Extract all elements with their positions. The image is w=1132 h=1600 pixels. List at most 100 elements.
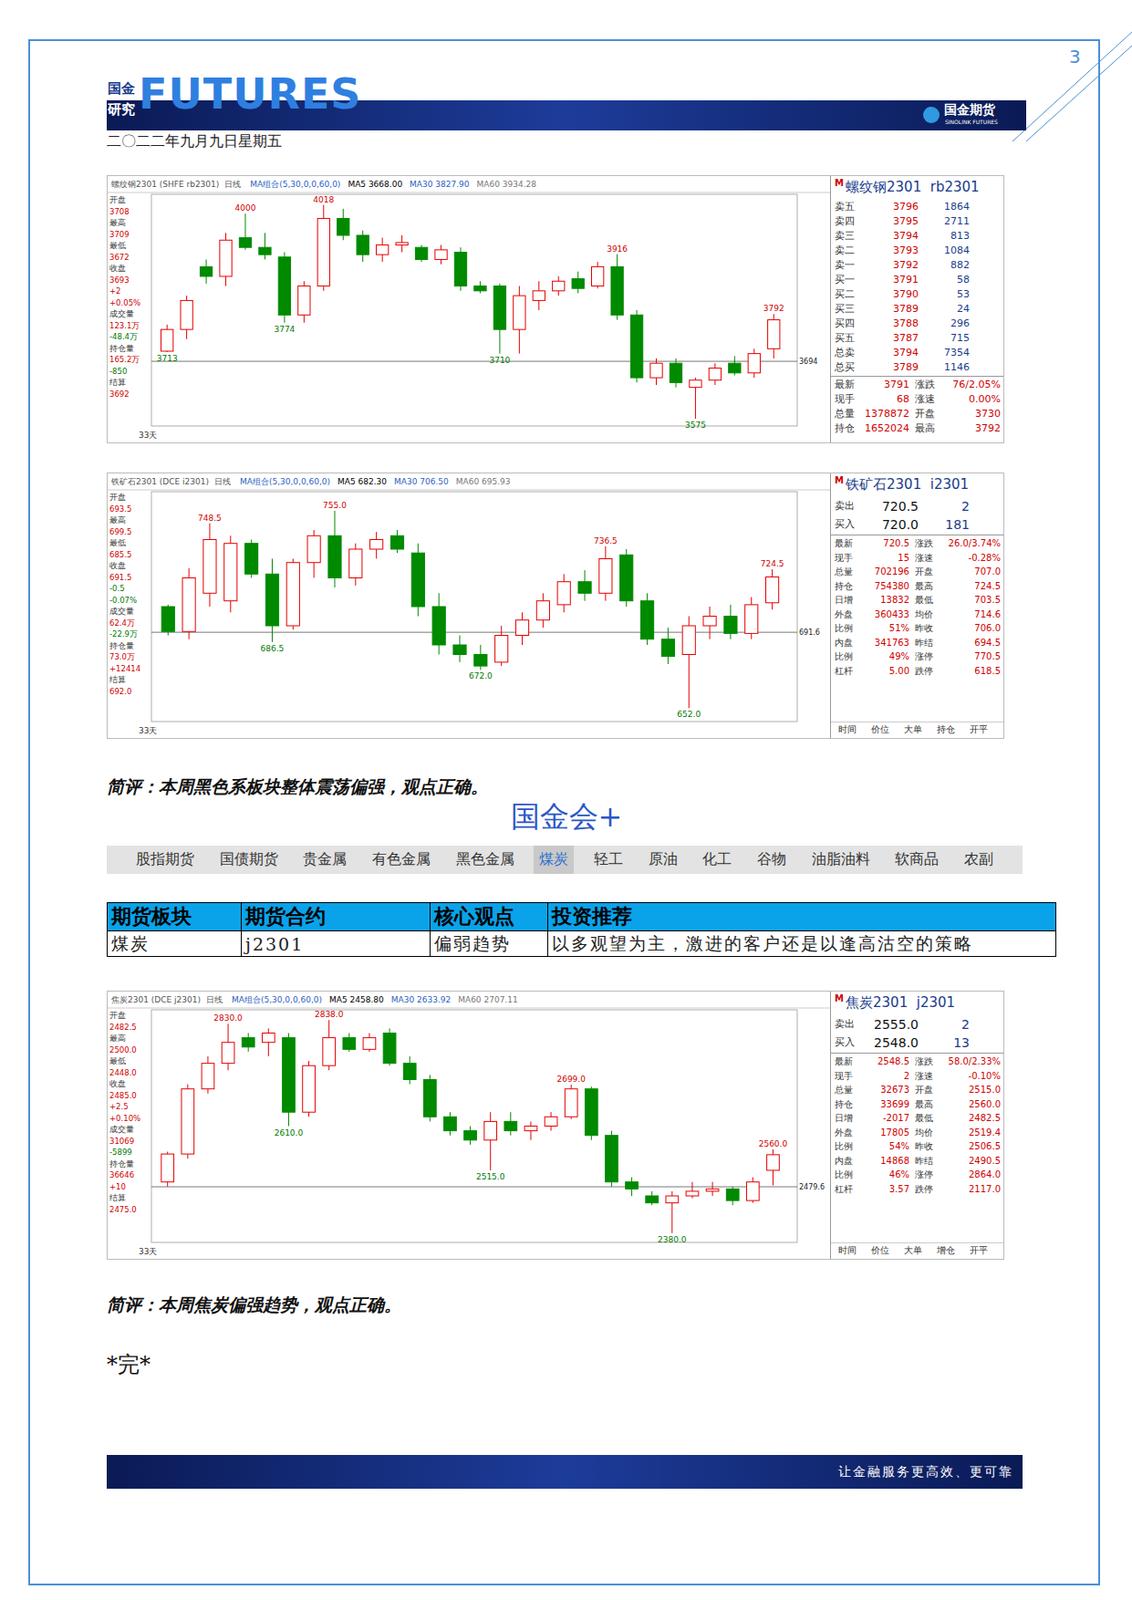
candlestick-chart: 焦炭2301 (DCE j2301)日线MA组合(5,30,0,0,60,0)M… xyxy=(107,991,831,1259)
book-label: 买一 xyxy=(834,272,855,288)
info-item: 691.5 xyxy=(109,572,132,582)
book-price: 3788 xyxy=(854,316,919,332)
annotation: 672.0 xyxy=(468,671,493,681)
stat-value: 58.0/2.33% xyxy=(933,1054,1001,1070)
stat-value: 76/2.05% xyxy=(933,377,1001,393)
stat-value: 2515.0 xyxy=(933,1082,1001,1098)
book-volume: 13 xyxy=(922,1033,970,1052)
quote-panel: M焦炭2301 j2301卖出2555.02买入2548.013最新2548.5… xyxy=(830,991,1004,1259)
candle-body xyxy=(423,1080,437,1118)
stat-label: 涨速 xyxy=(914,1069,934,1084)
candle-body xyxy=(571,279,584,290)
info-item: 收盘 xyxy=(109,1079,126,1089)
stat-label: 均价 xyxy=(914,1125,934,1141)
info-item: 2485.0 xyxy=(109,1090,137,1101)
stat-value: -0.28% xyxy=(933,550,1001,566)
candle-body xyxy=(370,540,384,551)
candle-body xyxy=(322,1038,336,1067)
candle-body xyxy=(493,286,506,331)
ma-value: MA5 682.30 xyxy=(337,477,387,487)
stat-value: 1652024 xyxy=(856,421,910,437)
info-item: -850 xyxy=(109,366,127,376)
candle-body xyxy=(245,543,259,575)
info-item: 开盘 xyxy=(109,492,126,502)
stat-label: 昨收 xyxy=(914,1139,934,1154)
stat-label: 最新 xyxy=(834,536,853,551)
stat-value: 724.5 xyxy=(933,579,1001,594)
info-item: 123.1万 xyxy=(109,321,140,331)
stat-label: 总量 xyxy=(834,1082,853,1098)
annotation: 4000 xyxy=(235,203,257,213)
quote-footer: 增仓 xyxy=(936,1244,956,1257)
book-label: 买二 xyxy=(834,287,855,302)
annotation: 686.5 xyxy=(260,643,285,654)
stat-label: 开盘 xyxy=(914,406,935,422)
candle-body xyxy=(640,601,654,640)
stat-value: 15 xyxy=(856,550,910,566)
annotation: 2610.0 xyxy=(274,1128,304,1138)
nav-item[interactable]: 轻工 xyxy=(588,845,629,874)
ma-label: MA组合(5,30,0,0,60,0) xyxy=(239,477,331,487)
candle-body xyxy=(768,320,780,350)
nav-item[interactable]: 油脂油料 xyxy=(806,845,876,874)
stat-value: 702196 xyxy=(856,564,910,580)
candle-body xyxy=(337,218,350,236)
candle-body xyxy=(620,554,634,601)
candle-body xyxy=(536,601,550,621)
book-volume: 2 xyxy=(922,497,970,516)
candle-body xyxy=(515,620,529,636)
book-price: 720.0 xyxy=(854,515,919,534)
candle-body xyxy=(532,290,545,302)
stat-value: 51% xyxy=(856,621,910,636)
stat-value: 2864.0 xyxy=(933,1167,1001,1183)
nav-item[interactable]: 化工 xyxy=(696,845,738,874)
info-item: 开盘 xyxy=(109,195,126,205)
stat-value: 1378872 xyxy=(856,406,910,422)
nav-item[interactable]: 股指期货 xyxy=(130,845,200,874)
nav-item[interactable]: 贵金属 xyxy=(297,845,353,874)
book-volume: 181 xyxy=(922,515,970,534)
nav-item[interactable]: 软商品 xyxy=(889,845,945,874)
quote-footer: 时间 xyxy=(838,1244,857,1257)
stat-label: 最新 xyxy=(834,1054,853,1070)
info-item: 692.0 xyxy=(109,686,132,696)
stat-value: 46% xyxy=(856,1167,910,1183)
stat-value: 5.00 xyxy=(856,664,910,679)
stat-label: 开盘 xyxy=(914,564,934,580)
stat-label: 最低 xyxy=(914,1111,934,1126)
info-item: 开盘 xyxy=(109,1010,126,1020)
footer-slogan: 让金融服务更高效、更可靠 xyxy=(838,1464,1014,1481)
annotation: 2838.0 xyxy=(314,1009,344,1019)
book-volume: 7354 xyxy=(922,345,970,361)
candle-wick xyxy=(489,1111,491,1171)
annotation: 724.5 xyxy=(760,559,785,569)
stat-value: 694.5 xyxy=(933,635,1001,651)
info-item: 持仓量 xyxy=(109,1159,135,1169)
nav-item[interactable]: 国债期货 xyxy=(214,845,284,874)
stat-label: 比例 xyxy=(834,1167,853,1183)
nav-item[interactable]: 有色金属 xyxy=(366,845,437,874)
nav-item[interactable]: 谷物 xyxy=(751,845,792,874)
candlestick-chart: 铁矿石2301 (DCE i2301)日线MA组合(5,30,0,0,60,0)… xyxy=(107,473,831,738)
stat-label: 现手 xyxy=(834,1069,853,1084)
nav-item[interactable]: 煤炭 xyxy=(533,845,574,874)
info-item: -0.07% xyxy=(109,595,137,605)
stat-value: 3792 xyxy=(933,421,1001,437)
days-label: 33天 xyxy=(138,430,157,440)
plot-frame xyxy=(151,1009,798,1243)
ref-label: 691.6 xyxy=(799,628,821,637)
candle-body xyxy=(356,235,369,255)
nav-item[interactable]: 黑色金属 xyxy=(450,845,520,874)
quote-mark: M xyxy=(834,177,844,188)
stat-label: 涨跌 xyxy=(914,536,934,551)
stat-value: 720.5 xyxy=(856,536,910,551)
stat-label: 总量 xyxy=(834,564,853,580)
book-volume: 2711 xyxy=(922,214,970,229)
stat-value: 26.0/3.74% xyxy=(933,536,1001,551)
nav-item[interactable]: 农副 xyxy=(958,845,999,874)
info-item: -22.9万 xyxy=(109,629,138,639)
candles xyxy=(151,1019,798,1234)
nav-item[interactable]: 原油 xyxy=(643,845,684,874)
page: 3国金研究FUTURES国金期货SINOLINK FUTURES二〇二二年九月九… xyxy=(0,0,1132,1600)
annotation: 2560.0 xyxy=(758,1139,789,1149)
